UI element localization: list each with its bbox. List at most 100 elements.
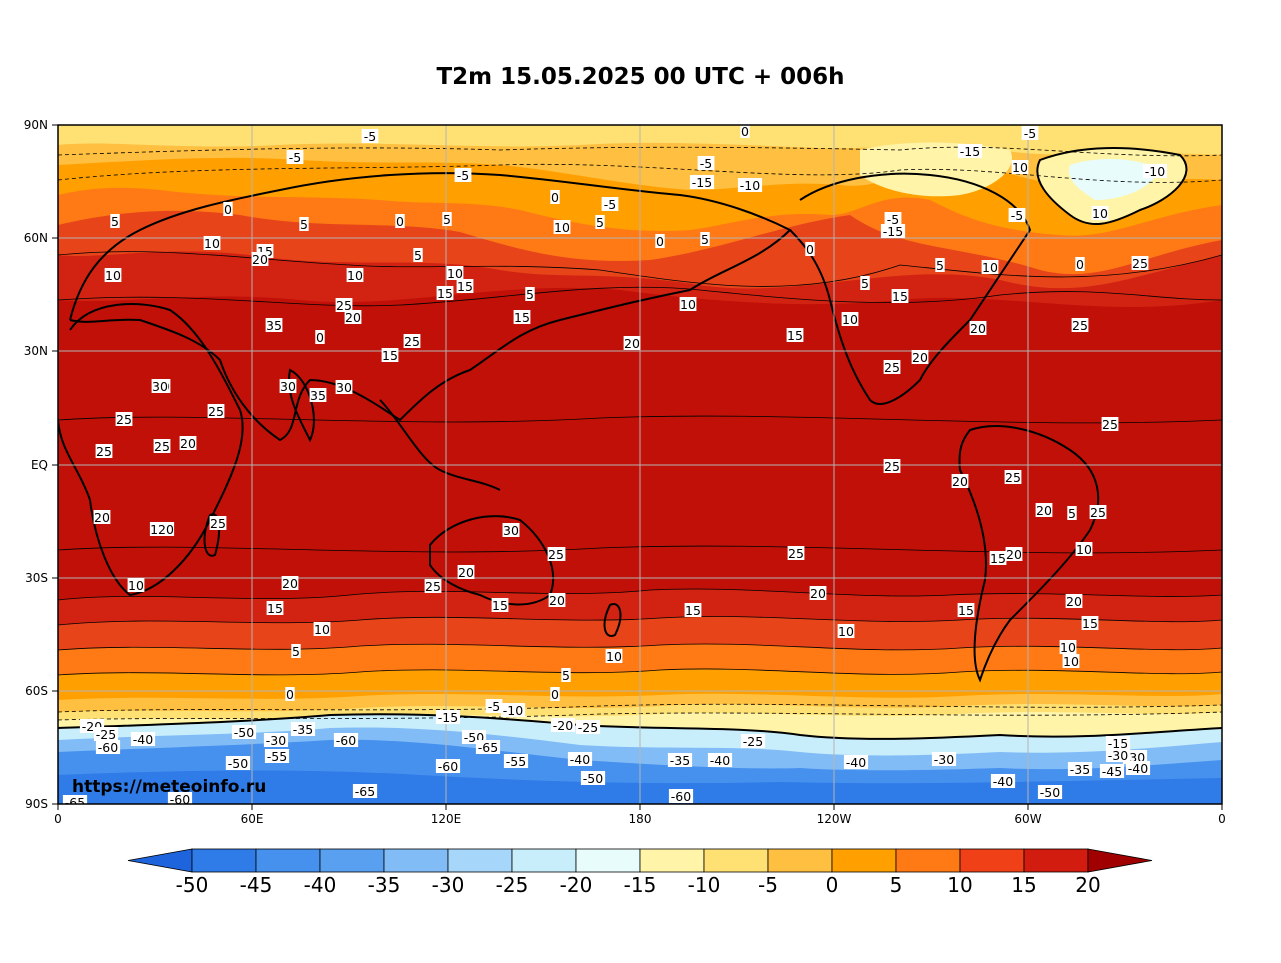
contour-label: -50	[1040, 785, 1060, 800]
contour-label-bg	[62, 795, 88, 804]
contour-label-bg	[805, 242, 815, 256]
colorbar-swatch	[1023, 848, 1089, 873]
grid-lines	[58, 125, 1222, 804]
contour-label-bg	[333, 733, 359, 747]
contour-label-bg	[679, 297, 697, 311]
contour-label: 25	[1132, 256, 1148, 271]
contour-label-bg	[485, 699, 503, 713]
colorbar-label: -25	[495, 873, 529, 897]
contour-label: -5	[488, 699, 500, 714]
contour-label-bg	[361, 129, 379, 143]
contour-label-bg	[149, 522, 175, 536]
contour-label: -40	[133, 732, 153, 747]
contour-label: 15	[457, 279, 473, 294]
contour-label-bg	[911, 350, 929, 364]
contour-label-bg	[513, 310, 531, 324]
contour-label: -5	[700, 156, 712, 171]
contour-label: -5	[1011, 208, 1023, 223]
contour-label: 20	[970, 321, 986, 336]
contour-label: 20	[810, 586, 826, 601]
contour-label: 30	[280, 379, 296, 394]
contour-label-bg	[841, 312, 859, 326]
contour-label-bg	[667, 753, 693, 767]
contour-label: 20	[952, 474, 968, 489]
contour-label: 25	[548, 547, 564, 562]
colorbar-label: 0	[825, 873, 839, 897]
lon-label-120w: 120W	[816, 812, 852, 826]
contour-label: -40	[570, 752, 590, 767]
contour-label-bg	[1075, 542, 1093, 556]
contour-label: 5	[111, 214, 119, 229]
contour-label-bg	[550, 190, 560, 204]
contour-label-bg	[346, 268, 364, 282]
contour-label-bg	[550, 718, 576, 732]
tick-marks	[52, 124, 1223, 810]
contour-label-bg	[553, 220, 571, 234]
contour-label: -10	[1145, 164, 1165, 179]
colorbar-swatch	[703, 848, 769, 873]
contour-label-bg	[309, 388, 327, 402]
contour-label: 0	[286, 687, 294, 702]
contour-label: -60	[438, 759, 458, 774]
colorbar-label: 5	[889, 873, 903, 897]
contour-label: -25	[96, 727, 116, 742]
contour-label: 25	[116, 412, 132, 427]
contour-label-bg	[668, 789, 694, 803]
contour-label: 10	[842, 312, 858, 327]
contour-label-bg	[435, 710, 461, 724]
contour-label: -50	[228, 756, 248, 771]
contour-label-bg	[503, 754, 529, 768]
contour-label-bg	[931, 752, 957, 766]
contour-label: 5	[300, 217, 308, 232]
contour-label: -35	[293, 722, 313, 737]
contour-label: 0	[396, 214, 404, 229]
contour-label-bg	[95, 740, 121, 754]
colorbar-label: -40	[303, 873, 337, 897]
contour-label-bg	[502, 523, 520, 537]
contour-label-bg	[491, 598, 509, 612]
contour-label-bg	[279, 379, 297, 393]
colorbar-extend-low	[127, 848, 193, 873]
contour-label-bg	[990, 774, 1016, 788]
contour-label: -50	[583, 771, 603, 786]
contour-label-bg	[179, 436, 197, 450]
contour-label-bg	[104, 268, 122, 282]
antarctica-coast	[58, 713, 1222, 740]
contour-label-bg	[352, 784, 378, 798]
contour-label: 0	[316, 330, 324, 345]
contour-label: 20	[1066, 594, 1082, 609]
colorbar-label: -50	[175, 873, 209, 897]
contour-label-bg	[225, 756, 251, 770]
contour-label: 10	[1076, 542, 1092, 557]
contour-label-bg	[1091, 206, 1109, 220]
contour-label-bg	[1035, 503, 1053, 517]
contour-label: -5	[887, 212, 899, 227]
colorbar-label: -30	[431, 873, 465, 897]
contour-label-bg	[884, 212, 902, 226]
contour-label: 10	[204, 236, 220, 251]
contour-label-bg	[207, 404, 225, 418]
contour-label-bg	[93, 727, 119, 741]
contour-label: -5	[364, 129, 376, 144]
contour-label: 20	[180, 436, 196, 451]
contour-label-bg	[623, 336, 641, 350]
lon-label-120e: 120E	[430, 812, 462, 826]
contour-label: -65	[355, 784, 375, 799]
contour-label: 15	[382, 348, 398, 363]
contour-label-bg	[344, 310, 362, 324]
contour-label-bg	[446, 266, 464, 280]
contour-label-bg	[697, 156, 715, 170]
contour-label: 20	[912, 350, 928, 365]
colorbar-label: -10	[687, 873, 721, 897]
colorbar-swatch	[191, 848, 257, 873]
contour-label: 5	[292, 644, 300, 659]
contour-label-bg	[209, 516, 227, 530]
contour-label: 20	[549, 593, 565, 608]
contour-label-bg	[981, 260, 999, 274]
contour-label: 15	[787, 328, 803, 343]
contour-lines	[58, 251, 1222, 676]
contour-label-bg	[500, 703, 526, 717]
contour-label: -30	[266, 733, 286, 748]
contour-label-bg	[957, 144, 983, 158]
